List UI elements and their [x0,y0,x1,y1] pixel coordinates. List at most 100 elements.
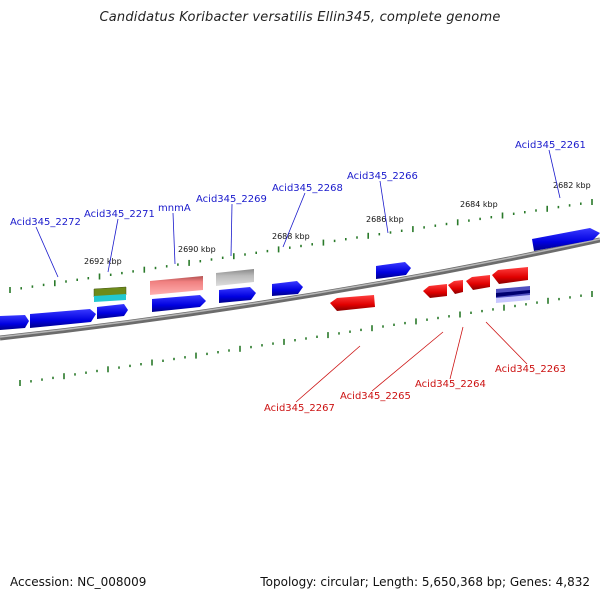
scale-tick [233,253,235,260]
gene-arrow-acid345-2270 [152,295,206,312]
gene-label: Acid345_2268 [272,183,343,194]
scale-tick [557,205,560,209]
scale-tick [74,373,76,376]
scale-tick [132,270,134,273]
scale-tick [98,273,101,280]
scale-tick [294,339,296,342]
gene-arrow-acid345-2271 [97,304,128,319]
scale-tick [188,259,190,266]
scale-tick [177,263,179,266]
scale-tick [580,294,582,297]
genome-summary: Topology: circular; Length: 5,650,368 bp… [260,575,590,589]
scale-tick [210,258,213,261]
scale-tick [221,256,224,259]
scale-tick [490,216,493,219]
scale-tick [316,335,318,338]
scale-tick [448,315,450,318]
scale-tick [255,251,257,254]
scale-tick [217,351,219,354]
gene-label: Acid345_2266 [347,171,418,182]
scale-tick [261,344,263,347]
scale-tick [356,236,358,239]
scale-tick [30,380,32,383]
scale-tick [558,297,560,301]
scale-tick [87,277,90,280]
reverse-strand [330,267,530,311]
scale-tick [360,328,362,332]
genome-backbone [0,237,600,341]
scale-tick [479,217,481,221]
scale-tick [244,253,246,256]
scale-tick [400,229,403,232]
scale-tick [591,199,593,205]
scale-tick [54,280,56,287]
scale-tick [345,238,347,241]
gene-label: Acid345_2272 [10,217,81,228]
scale-tick [367,232,369,239]
scale-tick [468,219,470,222]
gene-arrow-acid345-2263 [492,267,528,284]
scale-tick [151,359,153,366]
scale-tick [371,325,373,332]
gene-label: Acid345_2271 [84,209,155,220]
kbp-label: 2688 kbp [272,232,310,241]
scale-tick [199,260,202,263]
scale-tick [580,202,582,205]
gene-arrow-acid345-2269-outer [216,269,254,286]
scale-tick [283,338,285,345]
kbp-label: 2682 kbp [553,181,591,190]
kbp-label: 2686 kbp [366,215,404,224]
scale-tick [415,318,417,325]
scale-tick [434,224,437,227]
scale-tick [96,369,98,373]
scale-tick [300,244,302,248]
scale-tick [76,278,78,281]
scale-tick [65,280,67,283]
scale-tick [459,311,461,318]
scale-tick [349,330,351,333]
gene-label: Acid345_2269 [196,194,267,205]
scale-tick [333,239,336,243]
scale-tick [501,212,504,219]
scale-tick [412,226,414,233]
gene-label: Acid345_2265 [340,391,411,402]
scale-tick [547,297,549,304]
scale-tick [470,311,472,314]
scale-tick [525,303,527,306]
scale-tick [41,378,43,381]
scale-tick [42,283,45,287]
map-title: Candidatus Koribacter versatilis Ellin34… [99,10,501,25]
scale-tick [140,363,142,366]
scale-tick [378,233,381,236]
scale-tick [63,373,65,380]
scale-tick [143,266,146,273]
gene-arrow-acid345-2265 [423,284,447,298]
scale-tick [568,204,571,207]
gene-arrow-left-edge [0,315,29,330]
gene-arrow-mnma [150,276,203,295]
scale-tick [322,239,325,246]
scale-tick [20,287,22,290]
scale-tick [389,231,392,234]
scale-tick [481,309,483,313]
gene-label: Acid345_2261 [515,140,586,151]
gene-label: mnmA [158,203,191,214]
forward-strand [0,228,600,330]
scale-tick [109,273,112,276]
gene-arrow-acid345-2261 [532,228,600,251]
scale-tick [382,325,384,328]
gene-arrow-acid345-2269 [219,287,256,303]
scale-tick [173,357,175,361]
gene-label: Acid345_2264 [415,379,486,390]
scale-tick [426,318,428,321]
kbp-label: 2690 kbp [178,245,216,254]
scale-tick [492,308,494,311]
scale-tick [206,352,208,356]
scale-tick [524,211,526,214]
scale-tick [546,205,548,212]
scale-tick [536,301,538,304]
scale-tick [311,243,313,246]
kbp-label: 2692 kbp [84,257,122,266]
scale-tick [535,209,537,212]
scale-tick [591,291,593,297]
